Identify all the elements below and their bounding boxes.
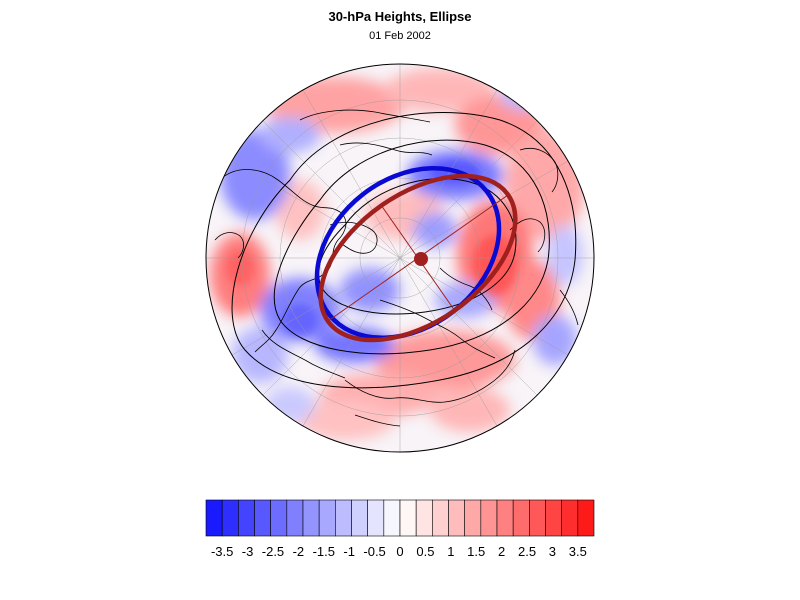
colorbar-segment [415,499,433,537]
colorbar-segment [367,499,385,537]
colorbar-tick-label: -2.5 [262,544,284,559]
ellipse-center-marker [414,252,428,266]
colorbar-tick-label: 1.5 [467,544,485,559]
colorbar-segment [577,499,595,537]
colorbar-tick-label: 3 [549,544,556,559]
colorbar-segment [351,499,368,537]
anomaly-field [206,64,594,452]
colorbar-segment [561,499,579,537]
colorbar-segment [545,499,562,537]
colorbar-segment [529,499,546,537]
globe-border [205,63,595,453]
colorbar: -3.5 -3 -2.5 -2 -1.5 -1 -0.5 0 0.5 1 1.5 2 2.5 3 3.5 [205,499,595,559]
map-title: 30-hPa Heights, Ellipse [328,9,472,24]
graticule [206,64,594,452]
colorbar-tick-label: 2 [498,544,505,559]
colorbar-segment [254,499,271,537]
map-date: 01 Feb 2002 [369,30,431,42]
colorbar-tick-label: -3 [242,544,254,559]
colorbar-tick-label: -2 [293,544,305,559]
colorbar-tick-label: 1 [447,544,454,559]
colorbar-tick-label: 3.5 [569,544,587,559]
colorbar-segment [318,499,336,537]
colorbar-segment [302,499,320,537]
colorbar-segment [399,499,417,537]
colorbar-segment [270,499,288,537]
colorbar-segment [335,499,352,537]
colorbar-segment [286,499,304,537]
colorbar-segment [432,499,449,537]
colorbar-segment [238,499,255,537]
colorbar-segment [205,499,223,537]
colorbar-segment [383,499,401,537]
colorbar-tick-label: -1 [343,544,355,559]
colorbar-segment [512,499,530,537]
colorbar-segment [448,499,465,537]
colorbar-tick-label: -0.5 [363,544,385,559]
colorbar-tick-label: 2.5 [518,544,536,559]
colorbar-segment [480,499,498,537]
colorbar-tick-label: -1.5 [313,544,335,559]
colorbar-segment [464,499,482,537]
colorbar-tick-label: 0 [396,544,403,559]
colorbar-segment [496,499,514,537]
colorbar-segment [221,499,239,537]
colorbar-tick-label: 0.5 [416,544,434,559]
colorbar-tick-label: -3.5 [211,544,233,559]
